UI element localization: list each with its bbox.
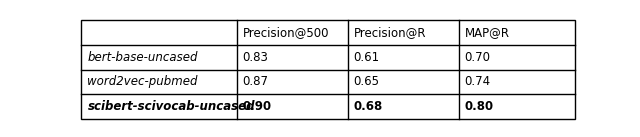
Text: 0.74: 0.74 xyxy=(465,75,491,88)
Text: word2vec-pubmed: word2vec-pubmed xyxy=(88,75,198,88)
Text: Precision@500: Precision@500 xyxy=(243,26,329,39)
Text: 0.65: 0.65 xyxy=(354,75,380,88)
Text: 0.70: 0.70 xyxy=(465,51,491,64)
Text: MAP@R: MAP@R xyxy=(465,26,509,39)
Text: scibert-scivocab-uncased: scibert-scivocab-uncased xyxy=(88,100,255,113)
Text: 0.87: 0.87 xyxy=(243,75,269,88)
Text: bert-base-uncased: bert-base-uncased xyxy=(88,51,198,64)
Text: 0.68: 0.68 xyxy=(354,100,383,113)
Text: 0.83: 0.83 xyxy=(243,51,269,64)
Text: 0.80: 0.80 xyxy=(465,100,493,113)
Text: 0.90: 0.90 xyxy=(243,100,272,113)
Text: Precision@R: Precision@R xyxy=(354,26,426,39)
Text: 0.61: 0.61 xyxy=(354,51,380,64)
